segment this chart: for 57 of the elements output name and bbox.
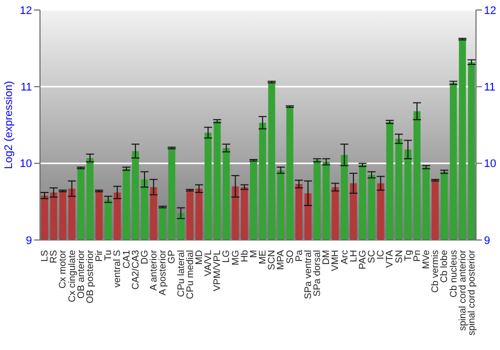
x-tick-label: LH: [348, 250, 360, 262]
x-tick-label: CPu medial: [184, 250, 196, 300]
x-tick-label: MG: [230, 250, 242, 266]
x-tick-label: spinal cord anterior: [457, 250, 468, 331]
y-tick-label: 10: [20, 158, 32, 170]
x-tick-label: Pir: [94, 250, 106, 262]
x-tick-label: LG: [221, 250, 232, 263]
x-tick-label: VMH: [330, 250, 342, 272]
x-tick-label: ventral S: [112, 250, 124, 288]
x-tick-label: OB posterior: [84, 250, 96, 304]
x-tick-label: VPM/VPL: [212, 250, 224, 292]
x-tick-label: MPA: [276, 249, 287, 270]
x-tick-label: GP: [166, 250, 178, 264]
x-tick-label: SN: [394, 250, 405, 264]
x-tick-label: Tu: [103, 250, 114, 261]
x-tick-label: PAG: [357, 250, 368, 270]
y-axis-title: Log2 (expression): [2, 80, 15, 170]
x-tick-label: Cb vermis: [430, 250, 442, 293]
x-tick-label: MVe: [421, 250, 432, 270]
x-tick-label: VA/VL: [203, 250, 214, 276]
x-tick-label: MD: [194, 250, 205, 265]
x-tick-label: SPa ventral: [302, 250, 314, 300]
x-tick-label: ME: [258, 250, 269, 264]
y2-tick-label: 11: [484, 82, 496, 94]
x-tick-label: VTA: [384, 249, 396, 268]
x-tick-label: OB anterior: [76, 250, 87, 299]
x-tick-label: CPu lateral: [176, 250, 187, 297]
x-tick-label: DG: [139, 250, 150, 264]
x-tick-label: Tg: [402, 250, 414, 262]
x-tick-label: SPa dorsal: [312, 250, 324, 296]
x-tick-label: SO: [284, 250, 296, 264]
y2-tick-label: 10: [484, 158, 496, 170]
x-tick-label: SCN: [266, 250, 278, 270]
y-tick-label: 12: [20, 4, 32, 17]
x-tick-label: DM: [321, 250, 332, 265]
x-tick-label: Cb nucleus: [448, 250, 460, 298]
x-tick-label: A anterior: [148, 250, 160, 291]
x-tick-label: spinal cord posterior: [466, 250, 478, 336]
y-tick-label: 9: [26, 234, 32, 247]
x-tick-label: CA1: [121, 250, 132, 268]
x-tick-label: A posterior: [158, 250, 169, 296]
x-tick-label: M: [248, 250, 260, 258]
x-tick-label: Hb: [239, 250, 250, 262]
x-tick-label: Pa: [294, 249, 305, 262]
x-tick-label: LS: [40, 250, 51, 262]
x-tick-label: Pn: [412, 250, 423, 262]
y2-tick-label: 9: [484, 234, 490, 247]
x-tick-label: SC: [366, 250, 378, 264]
x-tick-label: IC: [376, 250, 387, 260]
x-tick-label: Cb lobe: [439, 250, 450, 283]
x-tick-label: Cx motor: [58, 250, 69, 289]
y-tick-label: 11: [20, 82, 32, 94]
x-tick-label: CA2/CA3: [130, 250, 142, 290]
x-tick-label: RS: [48, 250, 60, 264]
x-tick-label: Cx cingulate: [66, 250, 78, 302]
x-tick-label: Arc: [339, 250, 350, 264]
y2-tick-label: 12: [484, 4, 496, 17]
